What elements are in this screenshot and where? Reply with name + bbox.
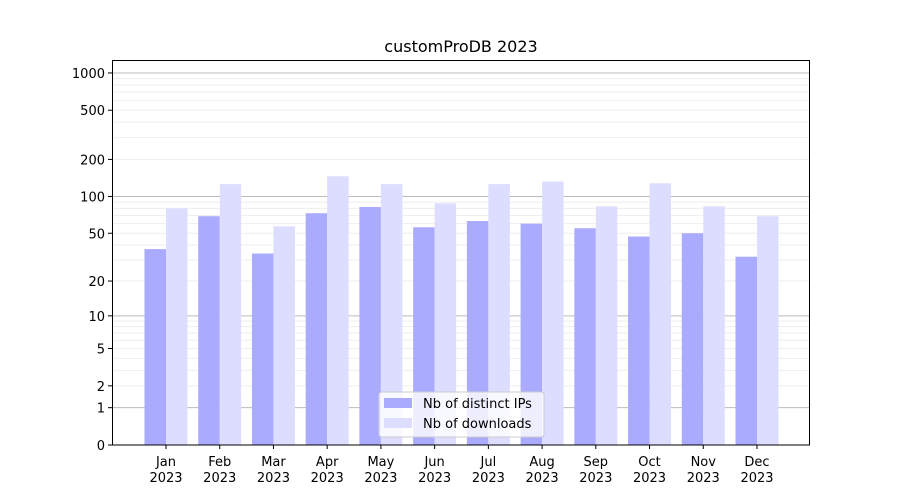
- legend-label: Nb of downloads: [423, 417, 532, 432]
- chart-title: customProDB 2023: [384, 37, 537, 56]
- x-tick-label: Jun: [423, 455, 444, 470]
- x-tick-label: 2023: [364, 471, 397, 486]
- bar-downloads: [595, 206, 618, 445]
- bar-distinct-ips: [520, 223, 543, 445]
- bar-downloads: [273, 226, 295, 445]
- bar-downloads: [434, 203, 457, 445]
- y-tick-label: 1000: [72, 67, 105, 82]
- bar-distinct-ips: [628, 236, 650, 445]
- plot-frame: [112, 60, 810, 446]
- legend: Nb of distinct IPs Nb of downloads: [378, 391, 545, 438]
- x-tick-label: 2023: [579, 471, 612, 486]
- y-tick-label: 10: [88, 310, 105, 325]
- legend-box: [378, 391, 545, 438]
- x-tick-label: Aug: [529, 455, 554, 470]
- y-axis: 0 1 2 5 10 20 50 100 200 500 1000: [72, 67, 112, 454]
- x-tick-label: Mar: [261, 455, 286, 470]
- y-tick-label: 5: [97, 343, 105, 358]
- y-tick-label: 20: [88, 275, 105, 290]
- y-tick-label: 100: [80, 190, 105, 205]
- x-tick-label: May: [367, 455, 394, 470]
- bars: [144, 176, 779, 446]
- bar-downloads: [542, 181, 564, 445]
- bar-downloads: [327, 176, 349, 445]
- legend-swatch: [384, 398, 412, 408]
- bar-downloads: [757, 216, 779, 445]
- x-tick-label: Feb: [208, 455, 231, 470]
- bar-distinct-ips: [574, 228, 596, 445]
- x-tick-label: Sep: [584, 455, 609, 470]
- bar-distinct-ips: [305, 213, 328, 445]
- y-tick-label: 0: [97, 439, 105, 454]
- x-tick-label: Dec: [744, 455, 769, 470]
- x-tick-label: Jan: [155, 455, 176, 470]
- bar-downloads: [703, 206, 725, 445]
- x-tick-label: 2023: [149, 471, 182, 486]
- y-tick-label: 1: [97, 402, 105, 417]
- y-tick-label: 2: [97, 380, 105, 395]
- y-tick-label: 50: [88, 227, 105, 242]
- x-tick-label: 2023: [311, 471, 344, 486]
- y-tick-label: 500: [80, 104, 105, 119]
- x-tick-label: 2023: [418, 471, 451, 486]
- bar-distinct-ips: [466, 221, 489, 445]
- bar-downloads: [166, 208, 188, 445]
- bar-distinct-ips: [735, 256, 757, 445]
- x-tick-label: 2023: [740, 471, 773, 486]
- bar-distinct-ips: [198, 216, 220, 445]
- x-tick-label: 2023: [633, 471, 666, 486]
- bar-distinct-ips: [413, 227, 435, 445]
- x-tick-label: 2023: [472, 471, 505, 486]
- bar-distinct-ips: [359, 207, 381, 445]
- bar-downloads: [649, 183, 672, 446]
- legend-label: Nb of distinct IPs: [423, 397, 532, 412]
- bar-distinct-ips: [681, 233, 704, 445]
- x-axis: Jan2023Feb2023Mar2023Apr2023May2023Jun20…: [149, 445, 774, 486]
- x-tick-label: Jul: [480, 455, 497, 470]
- y-tick-label: 200: [80, 153, 105, 168]
- bar-downloads: [488, 184, 510, 445]
- bar-distinct-ips: [251, 253, 274, 445]
- x-tick-label: 2023: [526, 471, 559, 486]
- x-tick-label: 2023: [203, 471, 236, 486]
- x-tick-label: Apr: [316, 455, 339, 470]
- legend-swatch: [384, 418, 412, 428]
- x-tick-label: Nov: [691, 455, 717, 470]
- bar-downloads: [380, 184, 403, 445]
- bar-distinct-ips: [144, 249, 166, 445]
- x-tick-label: 2023: [257, 471, 290, 486]
- bar-downloads: [219, 184, 242, 445]
- x-tick-label: 2023: [687, 471, 720, 486]
- x-tick-label: Oct: [638, 455, 660, 470]
